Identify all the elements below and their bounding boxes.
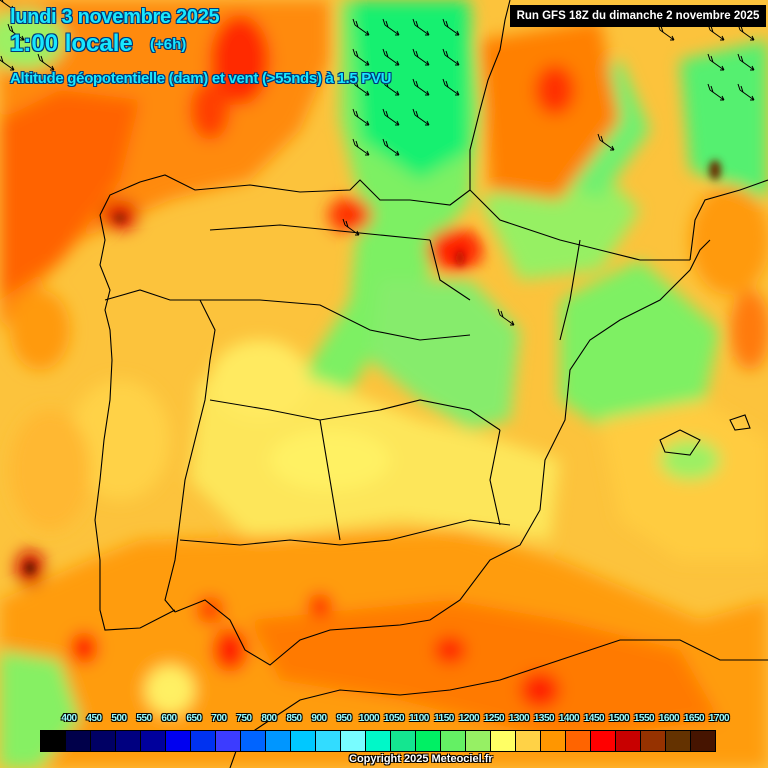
legend-swatch	[291, 731, 316, 751]
legend-label: 1700	[708, 713, 730, 724]
legend-label: 1050	[383, 713, 405, 724]
legend-swatch	[516, 731, 541, 751]
legend-label: 950	[336, 713, 352, 724]
legend-label: 1450	[583, 713, 605, 724]
legend-labels: 400 450 500 550 600 650 700 750 800 850 900 950 1000…	[40, 713, 729, 727]
legend-label: 550	[136, 713, 152, 724]
legend-swatch	[41, 731, 66, 751]
legend-swatch	[116, 731, 141, 751]
copyright-text: Copyright 2025 Meteociel.fr	[349, 753, 493, 765]
legend-swatch	[241, 731, 266, 751]
legend-label: 1500	[608, 713, 630, 724]
legend-label: 1100	[409, 713, 429, 724]
forecast-time: 1:00 locale	[10, 30, 133, 57]
country-borders	[94, 0, 768, 768]
legend-swatch	[541, 731, 566, 751]
legend-swatch	[416, 731, 441, 751]
legend-swatch	[391, 731, 416, 751]
legend-label: 450	[86, 713, 102, 724]
legend-swatch	[66, 731, 91, 751]
wind-barbs	[0, 0, 755, 326]
legend-label: 500	[111, 713, 127, 724]
legend-swatch	[466, 731, 491, 751]
forecast-date: lundi 3 novembre 2025	[10, 6, 220, 28]
legend-swatch	[566, 731, 591, 751]
legend-swatch	[591, 731, 616, 751]
legend-label: 1150	[434, 713, 454, 724]
legend-swatch	[641, 731, 666, 751]
run-info-box: Run GFS 18Z du dimanche 2 novembre 2025	[510, 5, 766, 27]
run-info-text: Run GFS 18Z du dimanche 2 novembre 2025	[516, 10, 760, 22]
legend-swatch	[266, 731, 291, 751]
legend-label: 1400	[558, 713, 580, 724]
legend-label: 1250	[483, 713, 505, 724]
legend-label: 1200	[458, 713, 480, 724]
legend-label: 1000	[358, 713, 380, 724]
legend-swatch	[666, 731, 691, 751]
legend-swatch	[341, 731, 366, 751]
legend-swatch	[316, 731, 341, 751]
color-scale-legend	[40, 730, 716, 752]
legend-label: 600	[161, 713, 177, 724]
legend-swatch	[166, 731, 191, 751]
forecast-offset: (+6h)	[150, 36, 187, 53]
legend-label: 750	[236, 713, 252, 724]
legend-label: 1350	[533, 713, 555, 724]
legend-swatch	[91, 731, 116, 751]
legend-label: 800	[261, 713, 277, 724]
legend-swatch	[191, 731, 216, 751]
legend-label: 1600	[658, 713, 680, 724]
legend-swatch	[141, 731, 166, 751]
legend-label: 1300	[508, 713, 530, 724]
legend-swatch	[691, 731, 715, 751]
legend-label: 1650	[683, 713, 705, 724]
hotspots	[25, 160, 721, 574]
legend-label: 900	[311, 713, 327, 724]
legend-swatch	[366, 731, 391, 751]
legend-label: 400	[61, 713, 77, 724]
legend-swatch	[491, 731, 516, 751]
legend-label: 850	[286, 713, 302, 724]
legend-swatch	[216, 731, 241, 751]
legend-swatch	[441, 731, 466, 751]
parameter-title: Altitude géopotentielle (dam) et vent (>…	[10, 70, 392, 87]
legend-swatch	[616, 731, 641, 751]
legend-label: 1550	[633, 713, 655, 724]
legend-label: 700	[211, 713, 227, 724]
legend-label: 650	[186, 713, 202, 724]
